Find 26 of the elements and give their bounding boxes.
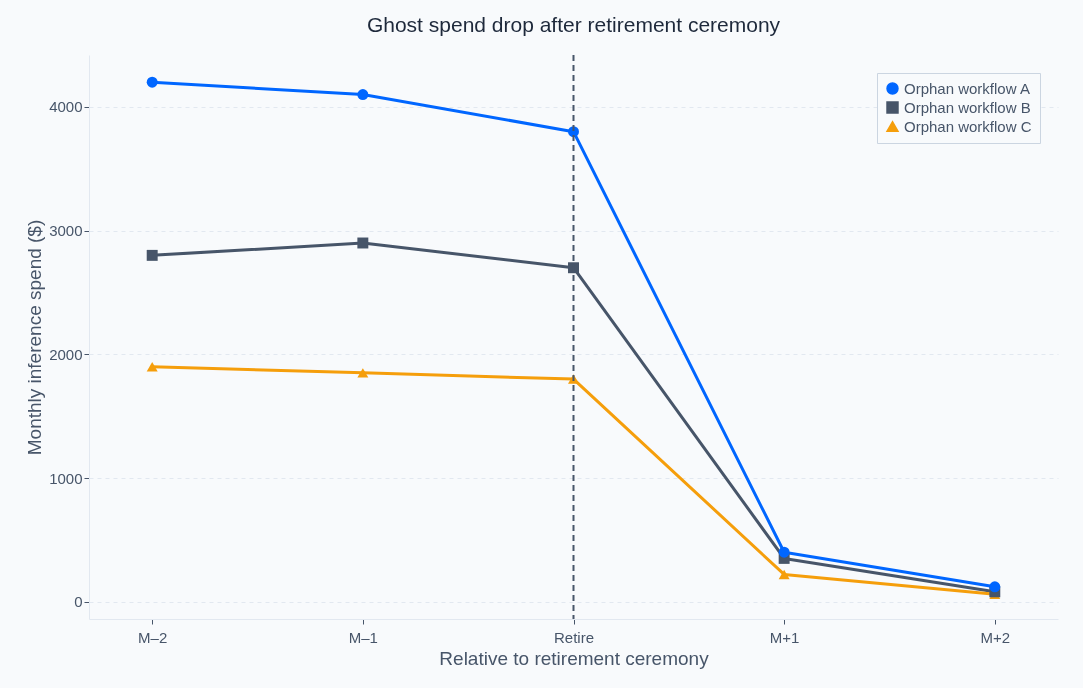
point [778,569,790,580]
point [146,76,158,88]
point [146,361,158,372]
point [146,249,158,261]
y-tick-label: 0 [74,593,83,611]
point [357,368,369,378]
x-tick-label: Retire [553,628,595,646]
y-tick-label: 3000 [49,222,83,240]
y-axis-title: Monthly inference spend ($) [24,219,46,456]
point [989,581,1001,593]
x-axis-title: Relative to retirement ceremony [439,647,710,669]
point [778,546,790,558]
point [568,262,579,274]
legend-label: Orphan workflow A [904,79,1030,97]
chart-title: Ghost spend drop after retirement ceremony [366,13,781,36]
x-tick-label: M–2 [138,628,168,646]
legend-label: Orphan workflow C [904,117,1032,135]
y-tick-label: 4000 [49,98,83,116]
x-tick-label: M+1 [769,628,800,646]
point [357,237,369,249]
x-tick-label: M–1 [348,628,378,646]
y-tick-label: 2000 [49,345,83,363]
point [357,89,369,101]
x-tick-label: M+2 [980,628,1011,646]
legend-label: Orphan workflow B [904,98,1031,116]
y-tick-label: 1000 [49,469,83,487]
